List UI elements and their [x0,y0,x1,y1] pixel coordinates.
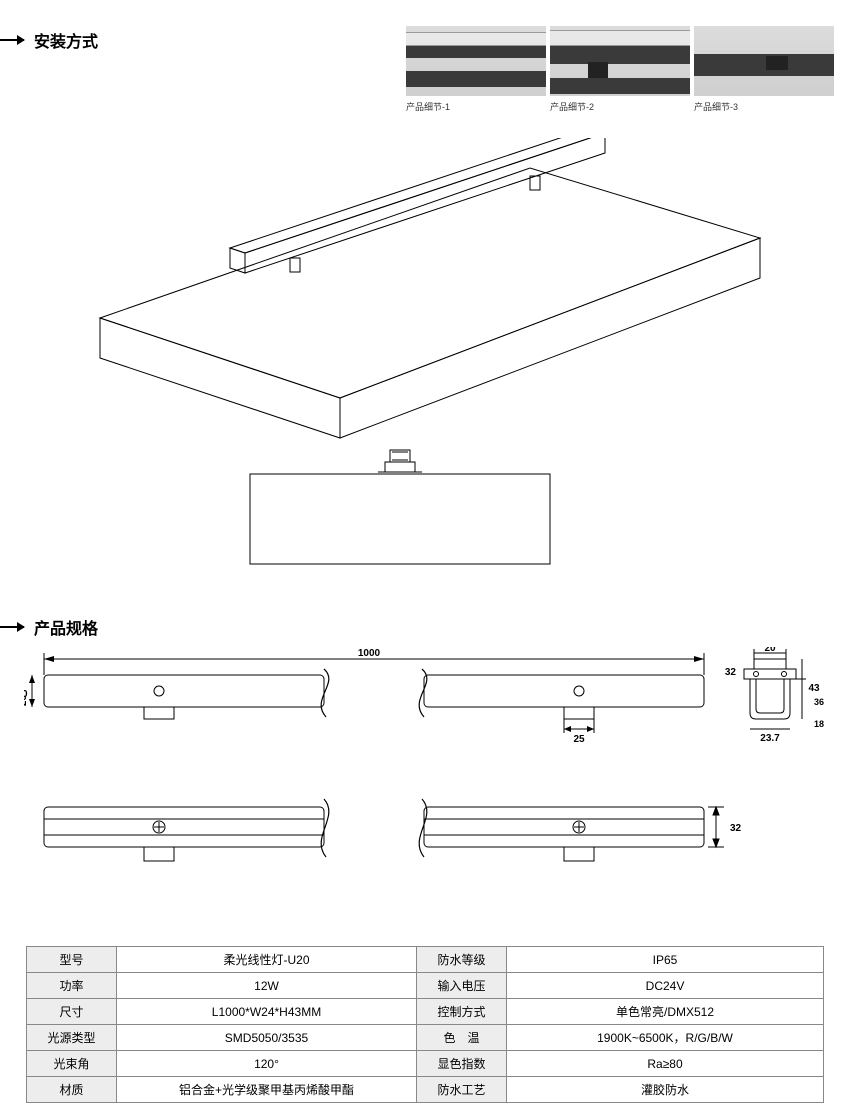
spec-key: 功率 [27,973,117,999]
spec-val: 120° [117,1051,417,1077]
spec-val: Ra≥80 [507,1051,824,1077]
thumb-label-1: 产品细节-1 [406,100,546,113]
thumb-image-2 [550,26,690,96]
spec-val: L1000*W24*H43MM [117,999,417,1025]
dimension-drawings: 1000 20 20 [24,647,824,907]
arrow-icon [0,39,24,41]
spec-val: 柔光线性灯-U20 [117,947,417,973]
spec-val: DC24V [507,973,824,999]
spec-key: 控制方式 [417,999,507,1025]
svg-text:20: 20 [24,689,28,700]
spec-key: 尺寸 [27,999,117,1025]
thumb-2: 产品细节-2 [550,26,690,113]
spec-val: IP65 [507,947,824,973]
isometric-drawing [60,138,790,448]
cross-section-drawing [230,448,570,583]
spec-key: 型号 [27,947,117,973]
svg-text:20: 20 [764,647,776,654]
section-title-spec: 产品规格 [34,615,98,639]
spec-val: 12W [117,973,417,999]
table-row: 功率 12W 输入电压 DC24V [27,973,824,999]
spec-key: 防水工艺 [417,1077,507,1103]
table-row: 光束角 120° 显色指数 Ra≥80 [27,1051,824,1077]
thumbnail-row: 产品细节-1 产品细节-2 产品细节-3 [406,26,834,113]
svg-text:32: 32 [725,667,737,678]
spec-table: 型号 柔光线性灯-U20 防水等级 IP65 功率 12W 输入电压 DC24V… [26,946,824,1103]
svg-text:43: 43 [808,683,820,694]
spec-key: 光源类型 [27,1025,117,1051]
dim-length: 1000 [358,648,381,659]
spec-val: SMD5050/3535 [117,1025,417,1051]
section-spec: 产品规格 1000 [0,615,850,645]
table-row: 尺寸 L1000*W24*H43MM 控制方式 单色常亮/DMX512 [27,999,824,1025]
thumb-3: 产品细节-3 [694,26,834,113]
spec-key: 显色指数 [417,1051,507,1077]
table-row: 型号 柔光线性灯-U20 防水等级 IP65 [27,947,824,973]
section-title-install: 安装方式 [34,28,98,52]
spec-key: 色 温 [417,1025,507,1051]
dim-bracket-w: 25 [573,734,585,745]
spec-key: 光束角 [27,1051,117,1077]
table-row: 光源类型 SMD5050/3535 色 温 1900K~6500K，R/G/B/… [27,1025,824,1051]
spec-val: 灌胶防水 [507,1077,824,1103]
spec-val: 铝合金+光学级聚甲基丙烯酸甲酯 [117,1077,417,1103]
svg-text:36: 36 [814,697,824,707]
svg-text:32: 32 [730,823,742,834]
section-install: 安装方式 产品细节-1 产品细节-2 产品细节- [0,28,850,58]
table-row: 材质 铝合金+光学级聚甲基丙烯酸甲酯 防水工艺 灌胶防水 [27,1077,824,1103]
spec-val: 1900K~6500K，R/G/B/W [507,1025,824,1051]
spec-val: 单色常亮/DMX512 [507,999,824,1025]
thumb-label-3: 产品细节-3 [694,100,834,113]
spec-key: 防水等级 [417,947,507,973]
thumb-image-3 [694,26,834,96]
svg-text:23.7: 23.7 [760,733,780,744]
thumb-image-1 [406,26,546,96]
spec-table-body: 型号 柔光线性灯-U20 防水等级 IP65 功率 12W 输入电压 DC24V… [27,947,824,1103]
section-header-spec: 产品规格 [0,615,850,639]
spec-key: 材质 [27,1077,117,1103]
thumb-1: 产品细节-1 [406,26,546,113]
thumb-label-2: 产品细节-2 [550,100,690,113]
spec-key: 输入电压 [417,973,507,999]
arrow-icon [0,626,24,628]
svg-text:18.5: 18.5 [814,719,824,729]
